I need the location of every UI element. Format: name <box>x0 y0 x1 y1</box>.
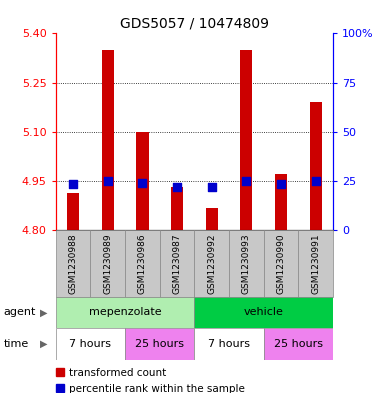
Bar <box>56 297 194 328</box>
Text: GSM1230990: GSM1230990 <box>276 233 286 294</box>
Bar <box>56 230 90 297</box>
Bar <box>136 132 149 230</box>
Text: agent: agent <box>4 307 36 318</box>
Text: time: time <box>4 339 29 349</box>
Title: GDS5057 / 10474809: GDS5057 / 10474809 <box>120 17 269 31</box>
Bar <box>264 230 298 297</box>
Text: ▶: ▶ <box>40 307 48 318</box>
Point <box>70 181 76 187</box>
Bar <box>125 328 194 360</box>
Text: GSM1230993: GSM1230993 <box>242 233 251 294</box>
Text: ▶: ▶ <box>40 339 48 349</box>
Text: GSM1230989: GSM1230989 <box>103 233 112 294</box>
Text: 7 hours: 7 hours <box>69 339 112 349</box>
Text: percentile rank within the sample: percentile rank within the sample <box>69 384 245 393</box>
Text: GSM1230987: GSM1230987 <box>172 233 182 294</box>
Text: 7 hours: 7 hours <box>208 339 250 349</box>
Bar <box>264 328 333 360</box>
Point <box>313 178 319 185</box>
Bar <box>194 297 333 328</box>
Bar <box>240 50 253 230</box>
Text: transformed count: transformed count <box>69 368 166 378</box>
Bar <box>56 328 125 360</box>
Bar <box>67 193 79 230</box>
Bar <box>102 50 114 230</box>
Point <box>139 180 146 187</box>
Bar <box>125 230 160 297</box>
Bar <box>275 174 287 230</box>
Bar <box>194 328 264 360</box>
Bar <box>171 187 183 230</box>
Text: mepenzolate: mepenzolate <box>89 307 161 318</box>
Bar <box>229 230 264 297</box>
Text: 25 hours: 25 hours <box>274 339 323 349</box>
Point <box>174 184 180 191</box>
Bar <box>298 230 333 297</box>
Point <box>243 178 249 184</box>
Point <box>105 178 111 184</box>
Bar <box>90 230 125 297</box>
Text: GSM1230986: GSM1230986 <box>138 233 147 294</box>
Text: GSM1230991: GSM1230991 <box>311 233 320 294</box>
Text: GSM1230988: GSM1230988 <box>69 233 78 294</box>
Text: 25 hours: 25 hours <box>135 339 184 349</box>
Bar <box>160 230 194 297</box>
Point <box>209 184 215 190</box>
Bar <box>310 102 322 230</box>
Point <box>278 181 284 187</box>
Text: GSM1230992: GSM1230992 <box>207 233 216 294</box>
Bar <box>194 230 229 297</box>
Bar <box>206 208 218 230</box>
Text: vehicle: vehicle <box>244 307 284 318</box>
